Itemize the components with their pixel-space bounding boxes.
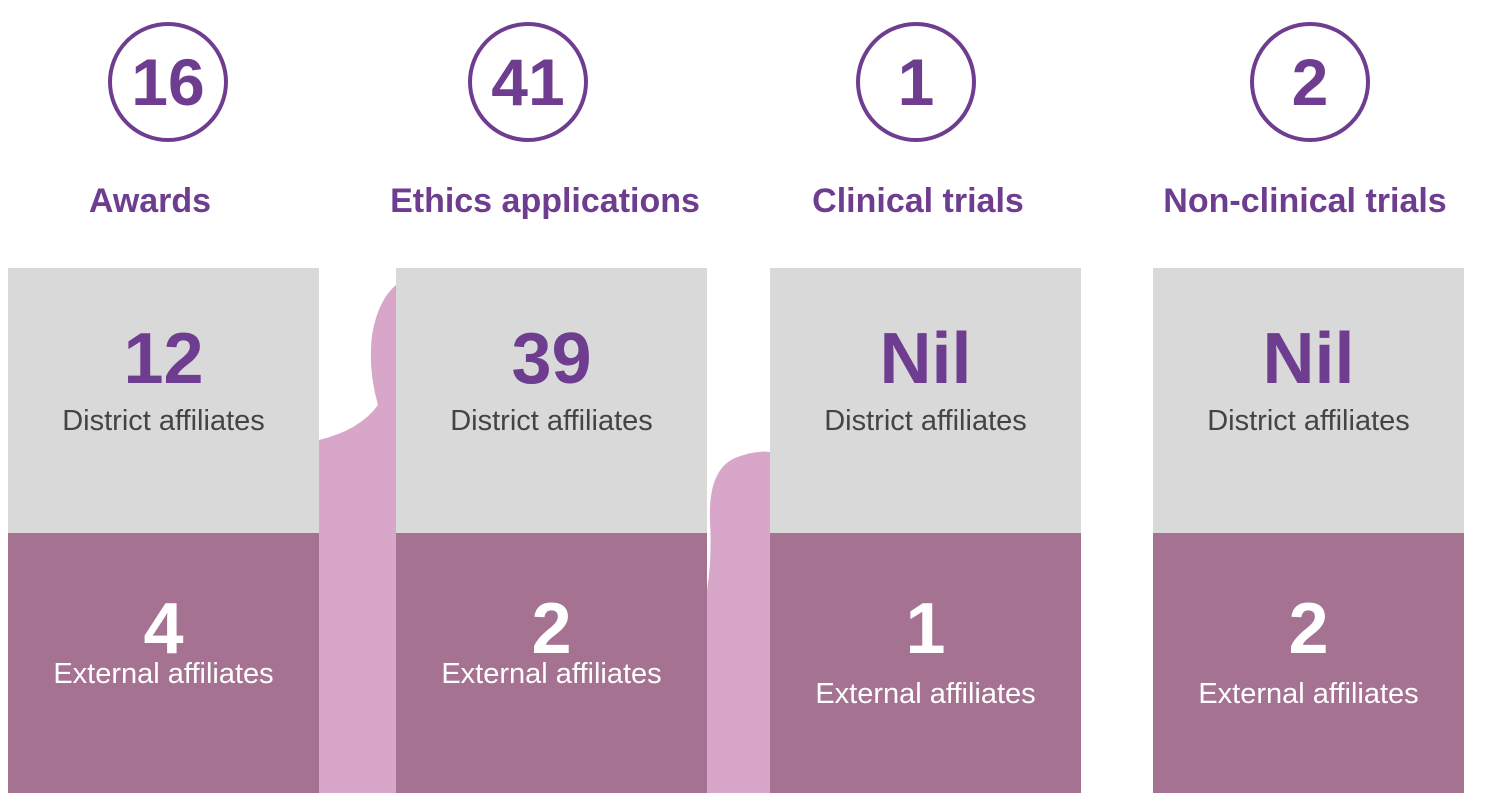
count-label: Ethics applications <box>390 182 700 220</box>
district-box <box>8 268 319 533</box>
count-label: Non-clinical trials <box>1163 182 1447 220</box>
count-label: Awards <box>88 182 212 220</box>
district-label: District affiliates <box>1207 405 1410 437</box>
external-label: External affiliates <box>815 678 1036 710</box>
external-label: External affiliates <box>53 658 274 690</box>
count-circle: 16 <box>108 22 228 142</box>
external-box <box>770 533 1081 793</box>
district-label: District affiliates <box>450 405 653 437</box>
count-circle: 1 <box>856 22 976 142</box>
district-box <box>1153 268 1464 533</box>
external-box <box>396 533 707 793</box>
count-circle: 2 <box>1250 22 1370 142</box>
district-value: 39 <box>511 319 592 399</box>
district-label: District affiliates <box>824 405 1027 437</box>
external-label: External affiliates <box>1198 678 1419 710</box>
district-value: 12 <box>123 319 204 399</box>
external-label: External affiliates <box>441 658 662 690</box>
district-label: District affiliates <box>62 405 265 437</box>
external-box <box>8 533 319 793</box>
district-value: Nil <box>879 319 972 399</box>
external-value: 2 <box>1288 589 1329 669</box>
silhouette <box>707 451 770 793</box>
external-value: 1 <box>905 589 946 669</box>
district-box <box>770 268 1081 533</box>
district-box <box>396 268 707 533</box>
silhouette <box>319 285 396 793</box>
external-value: 4 <box>143 589 184 669</box>
external-box <box>1153 533 1464 793</box>
external-value: 2 <box>531 589 572 669</box>
count-label: Clinical trials <box>812 182 1024 220</box>
count-circle: 41 <box>468 22 588 142</box>
district-value: Nil <box>1262 319 1355 399</box>
